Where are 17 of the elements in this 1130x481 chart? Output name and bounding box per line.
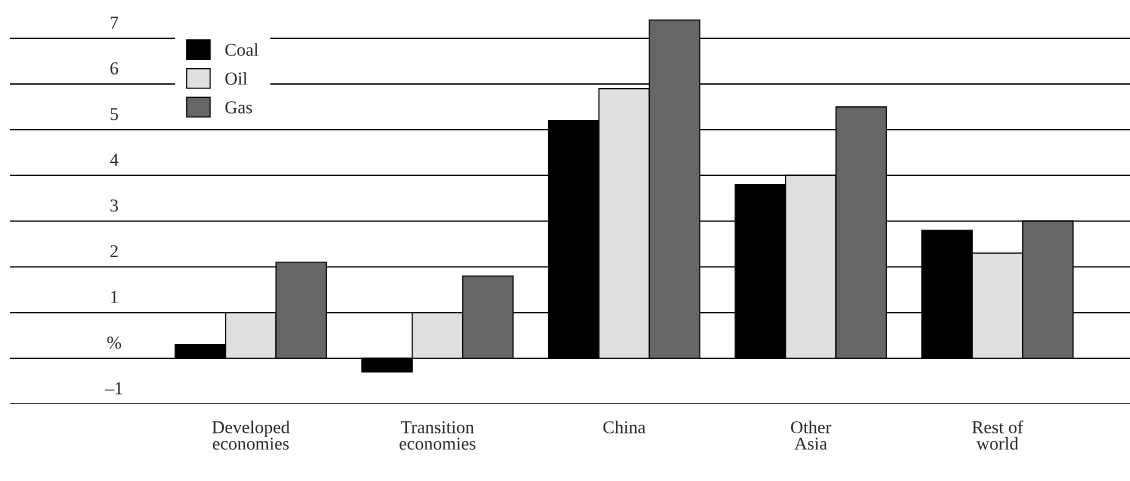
y-tick-label: % xyxy=(107,336,122,349)
x-tick-label: Rest of world xyxy=(972,420,1024,450)
legend-label: Coal xyxy=(225,43,259,56)
x-tick-label: Transition economies xyxy=(399,421,476,450)
x-tick-label: Developed economies xyxy=(212,420,290,450)
y-tick-label: –1 xyxy=(105,382,123,395)
y-tick-label: 3 xyxy=(110,199,118,212)
y-tick-label: 6 xyxy=(110,62,119,75)
x-tick-label: Other Asia xyxy=(790,420,832,450)
y-tick-label: 2 xyxy=(110,245,118,258)
y-tick-label: 5 xyxy=(110,108,118,121)
x-tick-label: China xyxy=(603,420,646,434)
y-tick-label: 1 xyxy=(111,290,118,303)
legend-label: Oil xyxy=(225,71,248,85)
legend-label: Gas xyxy=(225,101,252,114)
y-tick-label: 4 xyxy=(110,153,119,166)
y-tick-label: 7 xyxy=(110,16,119,29)
